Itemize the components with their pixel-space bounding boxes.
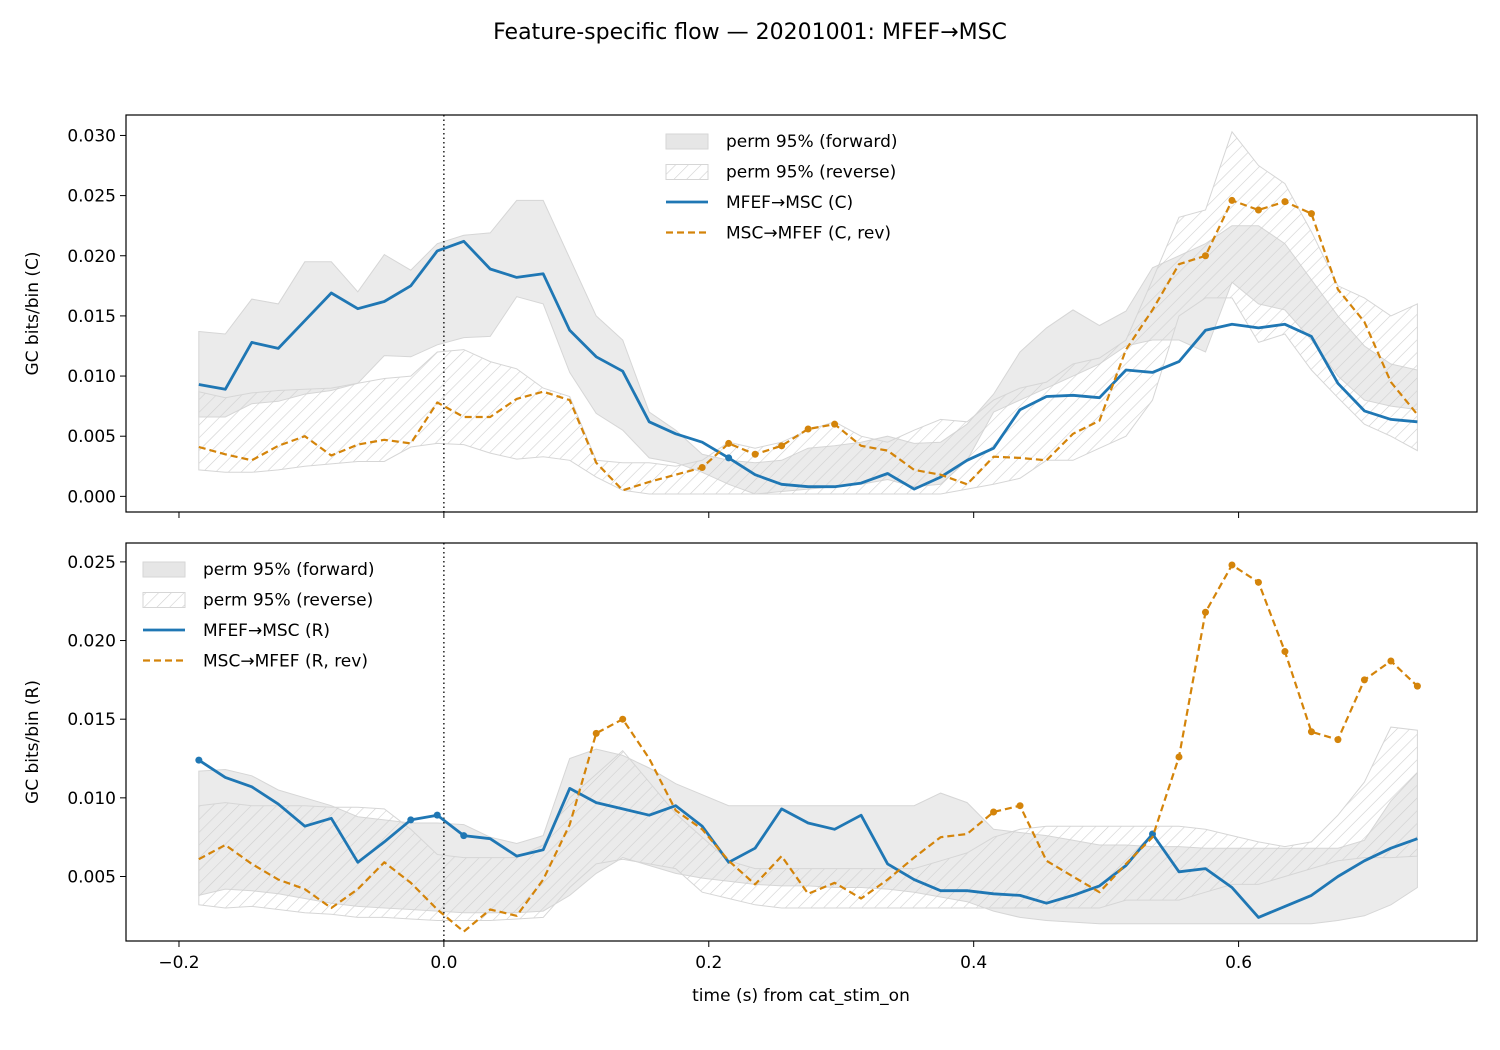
legend-label: perm 95% (reverse) xyxy=(203,591,373,611)
reverse-significant-point xyxy=(698,463,706,471)
reverse-significant-point xyxy=(804,425,812,433)
reverse-significant-point xyxy=(831,420,839,428)
y-tick-label: 0.020 xyxy=(67,247,116,267)
legend-label: perm 95% (forward) xyxy=(203,560,375,580)
y-tick-label: 0.005 xyxy=(67,427,116,447)
y-tick-label: 0.025 xyxy=(67,553,116,573)
legend-swatch-forward-band xyxy=(665,133,709,150)
y-tick-label: 0.010 xyxy=(67,789,116,809)
reverse-significant-point xyxy=(778,442,786,450)
legend-item: perm 95% (reverse) xyxy=(142,591,373,611)
forward-series-line xyxy=(198,758,1418,919)
y-axis-label: GC bits/bin (C) xyxy=(23,251,43,375)
legend-swatch-reverse-band xyxy=(142,592,186,608)
forward-significant-point xyxy=(460,832,468,840)
reverse-series-line xyxy=(198,563,1419,933)
reverse-permutation-band xyxy=(198,130,1418,495)
plot-area xyxy=(198,115,1419,512)
x-tick-label: 0.6 xyxy=(1225,953,1252,973)
y-tick-label: 0.030 xyxy=(67,126,116,146)
reverse-significant-point xyxy=(1387,657,1395,665)
reverse-significant-point xyxy=(990,808,998,816)
y-tick-label: 0.020 xyxy=(67,632,116,652)
reverse-significant-point xyxy=(1254,206,1262,214)
figure-title: Feature-specific flow — 20201001: MFEF→M… xyxy=(493,20,1007,45)
reverse-significant-point xyxy=(1175,753,1183,761)
forward-significant-point xyxy=(1148,830,1156,838)
legend-label: perm 95% (forward) xyxy=(726,132,898,152)
reverse-significant-point xyxy=(1016,802,1024,810)
bottom-panel: −0.2 0.0 0.2 0.4 0.6 0.005 0.010 0.015 0.020 0.02… xyxy=(23,542,1478,973)
y-tick-label: 0.010 xyxy=(67,367,116,387)
reverse-significant-point xyxy=(1413,682,1421,690)
forward-significant-point xyxy=(433,811,441,819)
y-tick-label: 0.005 xyxy=(67,868,116,888)
x-tick-label: −0.2 xyxy=(158,953,199,973)
y-tick-label: 0.015 xyxy=(67,710,116,730)
legend-label: perm 95% (reverse) xyxy=(726,163,896,183)
y-tick-label: 0.015 xyxy=(67,307,116,327)
reverse-significant-point xyxy=(1307,728,1315,736)
legend-label: MFEF→MSC (C) xyxy=(726,193,853,213)
legend-label: MSC→MFEF (C, rev) xyxy=(726,224,891,244)
legend: perm 95% (forward) perm 95% (reverse) MFEF… xyxy=(665,132,898,244)
reverse-series-line xyxy=(198,199,1419,492)
forward-significant-point xyxy=(407,816,415,824)
y-tick-label: 0.000 xyxy=(67,487,116,507)
reverse-significant-point xyxy=(751,450,759,458)
reverse-significant-point xyxy=(592,729,600,737)
plot-area xyxy=(195,543,1421,941)
legend-label: MFEF→MSC (R) xyxy=(203,621,330,641)
top-panel: 0.000 0.005 0.010 0.015 0.020 0.025 0.030 GC bi… xyxy=(23,114,1478,518)
legend-label: MSC→MFEF (R, rev) xyxy=(203,652,368,672)
legend-swatch-forward-band xyxy=(142,561,186,578)
reverse-permutation-band xyxy=(198,726,1418,921)
x-tick-label: 0.0 xyxy=(430,953,457,973)
legend-swatch-reverse-band xyxy=(665,164,709,180)
x-axis-label: time (s) from cat_stim_on xyxy=(692,986,910,1006)
legend-item: MFEF→MSC (C) xyxy=(666,193,853,213)
y-tick-label: 0.025 xyxy=(67,187,116,207)
legend-item: perm 95% (forward) xyxy=(142,560,375,580)
reverse-significant-point xyxy=(1360,676,1368,684)
legend-item: MFEF→MSC (R) xyxy=(143,621,330,641)
forward-significant-point xyxy=(725,454,733,462)
forward-significant-point xyxy=(195,756,203,764)
reverse-significant-point xyxy=(1281,648,1289,656)
y-axis-label: GC bits/bin (R) xyxy=(23,680,43,804)
reverse-significant-point xyxy=(1228,561,1236,569)
legend-item: perm 95% (forward) xyxy=(665,132,898,152)
reverse-significant-point xyxy=(1201,252,1209,260)
axes-frame xyxy=(125,114,1478,513)
x-tick-label: 0.2 xyxy=(695,953,722,973)
reverse-significant-point xyxy=(1307,210,1315,218)
legend-item: MSC→MFEF (C, rev) xyxy=(666,224,891,244)
reverse-significant-point xyxy=(1201,608,1209,616)
reverse-significant-point xyxy=(1228,196,1236,204)
reverse-significant-point xyxy=(725,439,733,447)
forward-series-line xyxy=(198,239,1418,491)
legend-item: MSC→MFEF (R, rev) xyxy=(143,652,368,672)
reverse-significant-point xyxy=(619,715,627,723)
x-tick-label: 0.4 xyxy=(960,953,987,973)
reverse-significant-point xyxy=(1254,578,1262,586)
reverse-significant-point xyxy=(1281,198,1289,206)
legend-item: perm 95% (reverse) xyxy=(665,163,896,183)
legend: perm 95% (forward) perm 95% (reverse) MFEF… xyxy=(142,560,375,672)
reverse-significant-point xyxy=(1334,736,1342,744)
axes-frame xyxy=(125,542,1478,942)
